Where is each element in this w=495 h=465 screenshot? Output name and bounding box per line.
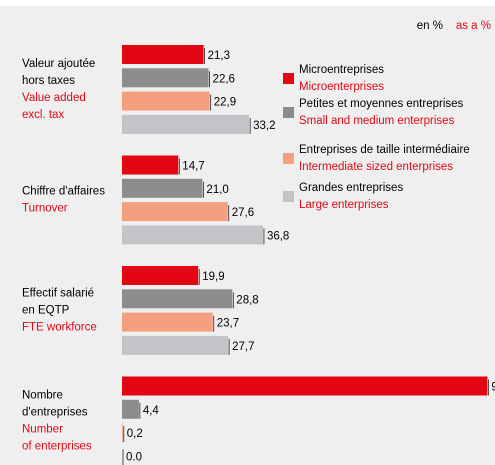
legend-swatch [283, 73, 294, 84]
category-label: excl. tax [22, 109, 64, 121]
value-label: 0.0 [126, 451, 142, 463]
bar [122, 289, 233, 309]
legend-swatch [283, 153, 294, 164]
bar [122, 312, 213, 332]
legend-label: Petites et moyennes entreprises [299, 98, 464, 110]
legend-label-en: Large enterprises [299, 199, 389, 211]
unit-en: as a % [456, 20, 491, 32]
category-label: Nombre [22, 389, 63, 401]
value-label: 19,9 [202, 271, 224, 283]
value-label: 27,6 [232, 207, 254, 219]
legend-label: Microentreprises [299, 64, 384, 76]
category-label: Turnover [22, 202, 68, 214]
value-label: 23,7 [217, 318, 239, 330]
category-label: Valeur ajoutée [22, 58, 95, 70]
value-label: 0,2 [127, 428, 143, 440]
bar [122, 68, 209, 88]
value-label: 95,4 [491, 382, 495, 394]
legend-label-en: Small and medium enterprises [299, 115, 455, 127]
value-label: 4,4 [143, 405, 160, 417]
category-label: Effectif salarié [22, 287, 94, 299]
value-label: 21,3 [208, 50, 230, 62]
category-label: Chiffre d'affaires [22, 185, 105, 197]
value-label: 33,2 [253, 120, 275, 132]
value-label: 14,7 [182, 161, 204, 173]
category-label: Value added [22, 92, 86, 104]
bar [122, 178, 203, 198]
bar [122, 202, 228, 222]
value-label: 22,6 [213, 73, 235, 85]
bar [122, 114, 250, 134]
bar [122, 266, 199, 285]
legend-swatch [283, 107, 294, 118]
legend-label-en: Intermediate sized enterprises [299, 161, 453, 173]
category-label: en EQTP [22, 304, 70, 316]
category-label: of enterprises [22, 440, 92, 452]
category-label: d'entreprises [22, 406, 88, 418]
category-label: hors taxes [22, 75, 75, 87]
bar [122, 335, 229, 355]
bar [122, 376, 488, 396]
bar [122, 155, 179, 175]
unit-fr: en % [417, 20, 443, 32]
bar [122, 225, 263, 245]
bar [122, 91, 210, 111]
value-label: 21,0 [206, 184, 228, 196]
bar [122, 399, 139, 419]
legend-label-en: Microenterprises [299, 81, 384, 93]
value-label: 22,9 [214, 97, 236, 109]
category-label: FTE workforce [22, 321, 97, 333]
header-band [0, 0, 495, 6]
legend-label: Grandes entreprises [299, 182, 403, 194]
value-label: 27,7 [232, 341, 254, 353]
bar [122, 423, 123, 443]
bar [122, 45, 204, 64]
value-label: 36,8 [267, 230, 289, 242]
value-label: 28,8 [236, 294, 258, 306]
legend-swatch [283, 191, 294, 202]
category-label: Number [22, 423, 63, 435]
legend-label: Entreprises de taille intermédiaire [299, 144, 470, 156]
